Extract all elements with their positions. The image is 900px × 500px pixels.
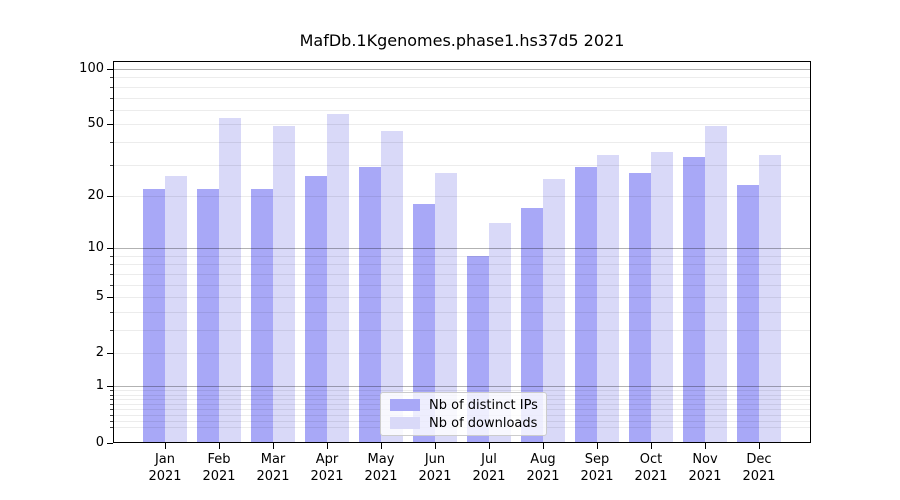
y-tick-label-20: 20 [87,187,104,203]
x-tick-label-sep: Sep 2021 [580,452,614,484]
y-minor-tick-0_5 [110,409,113,411]
x-tick-label-mar: Mar 2021 [256,452,290,484]
y-tick-5 [107,297,113,299]
y-minor-tick-90 [110,77,113,79]
bar-nb-of-downloads-nov [705,125,727,442]
bar-nb-of-downloads-sep [597,154,619,442]
y-minor-tick-70 [110,97,113,99]
bar-nb-of-downloads-may [381,130,403,442]
x-tick-label-apr: Apr 2021 [310,452,344,484]
y-tick-label-5: 5 [95,289,104,305]
y-tick-label-1: 1 [95,378,104,393]
y-minor-tick-30 [110,164,113,166]
bar-nb-of-distinct-ips-jan [143,188,165,442]
x-tick-jul [489,443,490,449]
y-tick-label-10: 10 [87,240,104,256]
bar-nb-of-distinct-ips-sep [575,167,597,442]
x-tick-label-may: May 2021 [364,452,398,484]
legend-row-downloads: Nb of downloads [390,416,540,431]
bar-nb-of-distinct-ips-apr [305,175,327,442]
bar-nb-of-downloads-jan [165,175,187,442]
x-tick-jun [435,443,436,449]
y-minor-tick-0_7 [110,399,113,401]
x-tick-sep [597,443,598,449]
bars-layer [114,62,810,442]
bar-nb-of-distinct-ips-may [359,167,381,442]
y-minor-tick-0_4 [110,414,113,416]
x-tick-label-jun: Jun 2021 [418,452,452,484]
y-minor-tick-0_8 [110,394,113,396]
y-minor-tick-40 [110,141,113,143]
x-tick-label-jul: Jul 2021 [472,452,506,484]
chart-title: MafDb.1Kgenomes.phase1.hs37d5 2021 [299,31,625,50]
y-tick-label-2: 2 [95,345,104,361]
y-tick-50 [107,124,113,126]
x-tick-apr [327,443,328,449]
y-minor-tick-6 [110,284,113,286]
x-tick-label-oct: Oct 2021 [634,452,668,484]
y-tick-label-100: 100 [79,61,104,76]
y-minor-tick-7 [110,273,113,275]
y-minor-tick-60 [110,109,113,111]
bar-nb-of-distinct-ips-feb [197,188,219,442]
x-tick-label-aug: Aug 2021 [526,452,560,484]
bar-nb-of-downloads-mar [273,125,295,442]
x-tick-jan [165,443,166,449]
x-tick-feb [219,443,220,449]
x-tick-dec [759,443,760,449]
x-tick-oct [651,443,652,449]
y-tick-label-0: 0 [95,435,104,450]
legend-label-distinct-ips: Nb of distinct IPs [429,397,538,413]
y-tick-label-50: 50 [87,116,104,132]
bar-nb-of-downloads-oct [651,152,673,442]
y-tick-100 [107,69,113,70]
y-minor-tick-4 [110,311,113,313]
x-tick-aug [543,443,544,449]
y-tick-0 [107,443,113,444]
bar-nb-of-downloads-aug [543,178,565,442]
bar-nb-of-downloads-jun [435,172,457,442]
bar-nb-of-downloads-dec [759,154,781,442]
x-tick-label-nov: Nov 2021 [688,452,722,484]
y-tick-2 [107,353,113,355]
bar-nb-of-downloads-feb [219,118,241,442]
y-minor-tick-8 [110,264,113,266]
x-tick-may [381,443,382,449]
x-tick-mar [273,443,274,449]
x-tick-label-feb: Feb 2021 [202,452,236,484]
y-tick-10 [107,248,113,250]
y-minor-tick-3 [110,330,113,331]
legend-label-downloads: Nb of downloads [429,415,538,431]
legend-swatch-downloads [390,417,420,429]
y-minor-tick-9 [110,255,113,257]
y-minor-tick-0_2 [110,427,113,429]
x-tick-label-jan: Jan 2021 [148,452,182,484]
legend-row-ips: Nb of distinct IPs [390,398,540,413]
bar-nb-of-distinct-ips-dec [737,185,759,442]
bar-nb-of-downloads-jul [489,223,511,442]
plot-area: Nb of distinct IPs Nb of downloads [113,61,811,443]
y-minor-tick-80 [110,86,113,88]
y-tick-1 [107,386,113,387]
bar-nb-of-downloads-apr [327,113,349,442]
y-minor-tick-0_3 [110,420,113,422]
y-minor-tick-0_6 [110,404,113,405]
legend-swatch-distinct-ips [390,399,420,411]
bar-nb-of-distinct-ips-mar [251,188,273,442]
bar-nb-of-distinct-ips-nov [683,157,705,442]
bar-nb-of-distinct-ips-oct [629,172,651,442]
x-tick-nov [705,443,706,449]
y-tick-20 [107,195,113,197]
bar-nb-of-distinct-ips-aug [521,208,543,442]
x-tick-label-dec: Dec 2021 [742,452,776,484]
y-minor-tick-0_9 [110,390,113,392]
bar-nb-of-distinct-ips-jun [413,204,435,442]
legend: Nb of distinct IPs Nb of downloads [380,392,547,436]
